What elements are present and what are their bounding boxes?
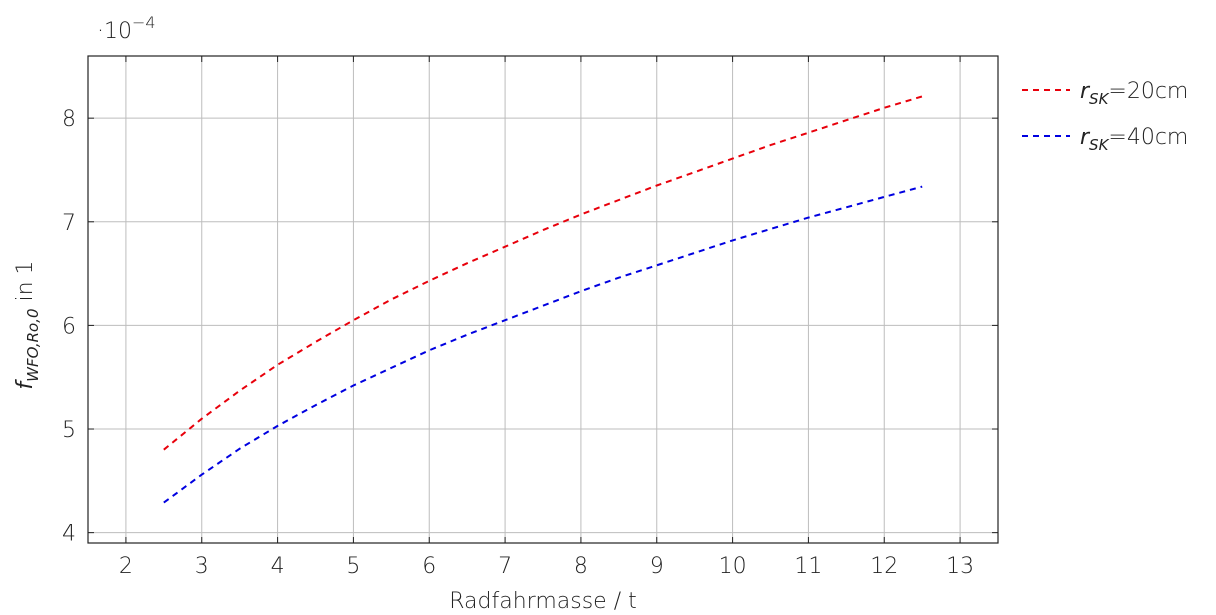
x-tick-label: 7 <box>498 554 512 579</box>
x-tick-label: 2 <box>119 554 133 579</box>
x-axis-label: Radfahrmasse / t <box>449 589 636 614</box>
x-tick-label: 8 <box>574 554 588 579</box>
legend-label: rSK=20cm <box>1080 79 1188 108</box>
x-tick-label: 9 <box>650 554 664 579</box>
y-tick-labels: 4 5 6 7 8 <box>62 107 76 546</box>
tick-marks <box>88 56 998 543</box>
x-tick-label: 11 <box>794 554 822 579</box>
plot-frame <box>87 55 999 544</box>
x-tick-label: 12 <box>870 554 898 579</box>
legend: rSK=20cm rSK=40cm <box>1022 79 1188 154</box>
x-tick-label: 10 <box>719 554 747 579</box>
y-scale-factor: ·10−4 <box>97 13 156 44</box>
series-line-2 <box>163 185 923 504</box>
y-axis-label: fWFO,Ro,0 in 1 <box>13 260 42 389</box>
grid-lines <box>88 56 998 543</box>
x-tick-labels: 2 3 4 5 6 7 8 9 10 11 12 13 <box>119 554 974 579</box>
x-tick-label: 6 <box>422 554 436 579</box>
y-tick-label: 8 <box>62 107 76 132</box>
y-tick-label: 6 <box>62 314 76 339</box>
y-tick-label: 5 <box>62 418 76 443</box>
x-tick-label: 4 <box>271 554 285 579</box>
y-tick-label: 4 <box>62 522 76 547</box>
series-lines <box>163 95 923 504</box>
x-tick-label: 3 <box>195 554 209 579</box>
series-line-1 <box>163 95 923 451</box>
legend-label: rSK=40cm <box>1080 125 1188 154</box>
x-tick-label: 5 <box>346 554 360 579</box>
legend-item-2: rSK=40cm <box>1022 125 1188 154</box>
y-tick-label: 7 <box>62 211 76 236</box>
x-tick-label: 13 <box>946 554 974 579</box>
legend-item-1: rSK=20cm <box>1022 79 1188 108</box>
